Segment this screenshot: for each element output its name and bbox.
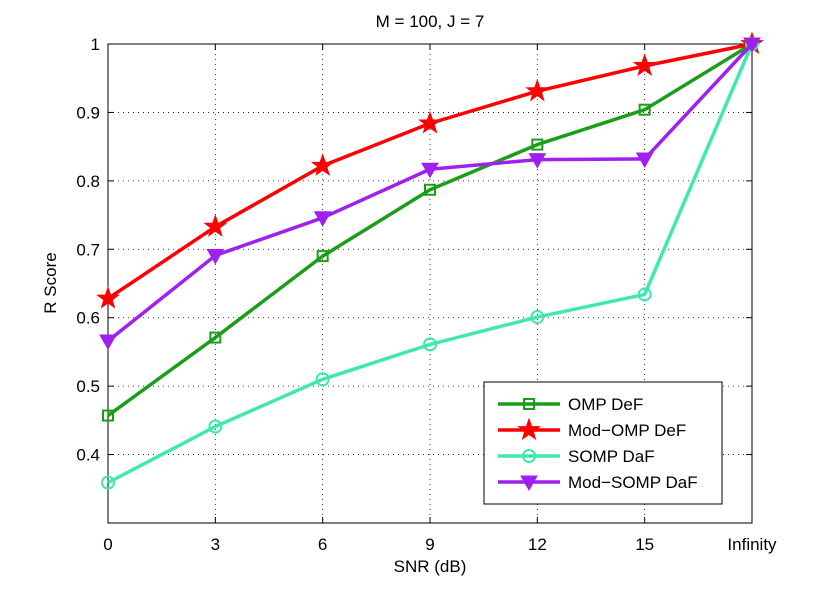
x-tick-label: 3	[211, 535, 220, 554]
data-point	[531, 138, 544, 151]
y-tick-label: 0.5	[76, 377, 100, 396]
legend: OMP DeF Mod−OMP DeF SOMP DaF Mod−SOMP DaF	[483, 381, 723, 505]
x-tick-label: 6	[318, 535, 327, 554]
series-line	[107, 43, 754, 485]
data-point	[424, 183, 436, 196]
data-point	[203, 214, 228, 237]
data-point	[637, 287, 652, 302]
data-point	[632, 53, 657, 77]
legend-label: Mod−SOMP DaF	[568, 473, 698, 492]
data-point	[99, 334, 117, 350]
y-axis-label: R Score	[41, 252, 60, 313]
series-line	[106, 42, 754, 343]
data-point	[528, 153, 547, 169]
legend-swatch-marker	[517, 417, 541, 441]
data-point	[96, 286, 120, 309]
data-point	[423, 337, 437, 352]
y-tick-label: 0.7	[76, 240, 100, 259]
x-tick-label: 0	[103, 535, 112, 554]
data-point	[209, 331, 222, 344]
legend-entry: Mod−SOMP DaF	[498, 473, 698, 492]
x-tick-label: 9	[425, 535, 434, 554]
x-axis-label: SNR (dB)	[394, 557, 467, 576]
y-tick-label: 1	[91, 35, 100, 54]
data-point	[638, 103, 651, 116]
data-point	[530, 310, 545, 325]
legend-entry: Mod−OMP DeF	[498, 417, 686, 441]
y-tick-label: 0.8	[76, 172, 100, 191]
series-layer	[96, 31, 764, 490]
legend-label: SOMP DaF	[568, 447, 655, 466]
data-point	[310, 153, 335, 176]
data-point	[316, 250, 329, 263]
data-point	[421, 162, 439, 179]
tick-layer: 0 3 6 9 12 15 Infinity 0.4 0.5 0.6 0.7 0.8 0.9 1	[76, 35, 777, 554]
x-tick-label: Infinity	[727, 535, 777, 554]
x-tick-label: 12	[528, 535, 547, 554]
data-point	[101, 475, 115, 490]
data-point	[525, 78, 550, 102]
legend-entry: OMP DeF	[498, 395, 643, 414]
series-3	[99, 37, 761, 350]
data-point	[635, 152, 654, 168]
y-tick-label: 0.4	[76, 446, 100, 465]
label-layer: M = 100, J = 7 SNR (dB) R Score	[41, 12, 484, 576]
data-point	[313, 211, 332, 227]
data-point	[315, 372, 330, 387]
y-tick-label: 0.9	[76, 103, 100, 122]
legend-swatch-marker	[520, 475, 538, 492]
y-tick-label: 0.6	[76, 309, 100, 328]
data-point	[206, 248, 225, 265]
legend-entry: SOMP DaF	[498, 447, 655, 466]
legend-label: OMP DeF	[568, 395, 643, 414]
legend-label: Mod−OMP DeF	[568, 421, 686, 440]
x-tick-label: 15	[635, 535, 654, 554]
data-point	[418, 110, 442, 134]
series-line	[106, 42, 753, 417]
chart-title: M = 100, J = 7	[376, 12, 485, 31]
legend-swatch-marker	[522, 449, 536, 463]
data-point	[102, 409, 114, 422]
data-point	[208, 419, 223, 434]
data-point	[743, 37, 761, 54]
legend-swatch-marker	[523, 398, 535, 410]
